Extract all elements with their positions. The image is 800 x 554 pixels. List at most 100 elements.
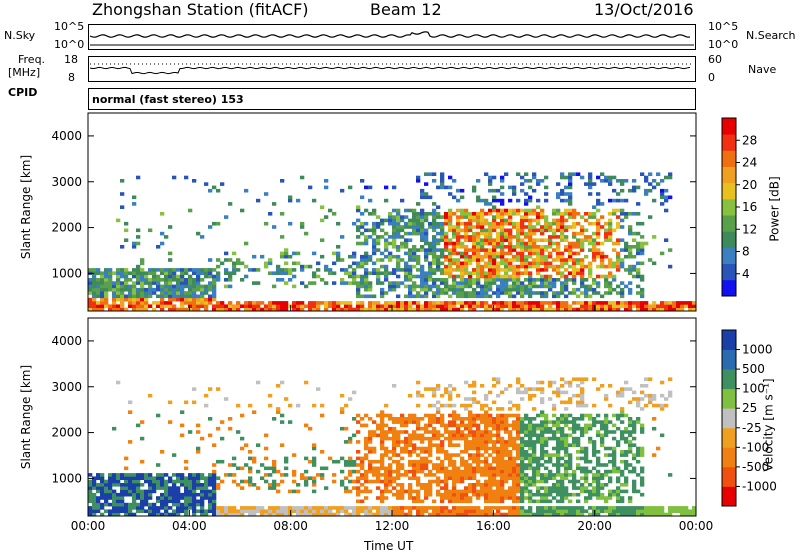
- power-cell: [360, 301, 365, 305]
- power-cell: [516, 238, 521, 242]
- power-cell: [460, 195, 465, 200]
- power-cell: [440, 231, 445, 236]
- velocity-cell: [488, 436, 493, 441]
- power-cell: [92, 284, 97, 289]
- velocity-cell: [532, 456, 537, 461]
- velocity-cell: [208, 387, 213, 391]
- velocity-cell: [500, 463, 505, 467]
- power-cell: [248, 307, 253, 312]
- velocity-cell: [272, 466, 277, 471]
- velocity-cell: [320, 506, 325, 510]
- velocity-cell: [464, 423, 469, 428]
- power-cell: [496, 294, 501, 299]
- velocity-cell: [140, 502, 145, 507]
- velocity-cell: [240, 506, 245, 510]
- power-cell: [568, 254, 573, 259]
- power-cell: [608, 212, 613, 216]
- power-cell: [164, 284, 169, 289]
- velocity-cell: [620, 390, 625, 395]
- velocity-cell: [384, 436, 389, 441]
- velocity-cell: [416, 426, 421, 431]
- velocity-cell: [452, 420, 457, 424]
- power-cell: [672, 301, 677, 305]
- velocity-cell: [592, 446, 597, 451]
- velocity-cell: [616, 492, 621, 497]
- velocity-cell: [268, 466, 273, 471]
- velocity-cell: [116, 509, 121, 513]
- velocity-cell: [612, 430, 617, 434]
- power-cell: [372, 241, 377, 246]
- power-cell: [396, 261, 401, 266]
- velocity-cell: [476, 506, 481, 510]
- velocity-cell: [540, 443, 545, 447]
- power-cell: [504, 261, 509, 266]
- velocity-cell: [504, 426, 509, 431]
- power-cell: [484, 261, 489, 266]
- power-cell: [484, 238, 489, 242]
- velocity-cell: [380, 420, 385, 424]
- power-cell: [96, 278, 101, 282]
- velocity-cell: [380, 463, 385, 467]
- velocity-cell: [400, 492, 405, 497]
- power-cell: [588, 221, 593, 226]
- velocity-cell: [232, 463, 237, 467]
- power-cell: [588, 235, 593, 239]
- velocity-cell: [164, 506, 169, 510]
- velocity-cell: [516, 489, 521, 494]
- velocity-cell: [456, 473, 461, 477]
- power-cell: [548, 254, 553, 259]
- velocity-cell: [192, 492, 197, 497]
- power-cell: [580, 215, 585, 219]
- power-cell: [268, 258, 273, 262]
- power-cell: [292, 301, 297, 305]
- velocity-cell: [376, 506, 381, 510]
- velocity-cell: [132, 492, 137, 497]
- velocity-cell: [628, 446, 633, 451]
- velocity-cell: [496, 473, 501, 477]
- power-cell: [388, 271, 393, 275]
- power-cell: [572, 301, 577, 305]
- velocity-cell: [456, 433, 461, 438]
- power-cell: [252, 281, 257, 285]
- power-cell: [532, 281, 537, 285]
- velocity-cell: [208, 476, 213, 480]
- velocity-cell: [520, 466, 525, 471]
- velocity-cell: [312, 509, 317, 513]
- power-cell: [564, 185, 569, 190]
- velocity-cell: [448, 453, 453, 457]
- power-cell: [628, 291, 633, 295]
- power-cell: [548, 301, 553, 305]
- power-cell: [440, 268, 445, 272]
- power-cell: [568, 212, 573, 216]
- velocity-xtick-label: 16:00: [476, 519, 511, 533]
- velocity-cell: [536, 469, 541, 474]
- power-cell: [616, 241, 621, 246]
- power-cell: [468, 218, 473, 223]
- power-cell: [408, 264, 413, 269]
- power-cell: [636, 274, 641, 279]
- velocity-cell: [524, 456, 529, 461]
- power-cell: [476, 274, 481, 279]
- power-cell: [548, 251, 553, 256]
- velocity-cell: [560, 489, 565, 494]
- power-cell: [432, 268, 437, 272]
- velocity-cell: [556, 456, 561, 461]
- velocity-cell: [396, 473, 401, 477]
- velocity-cell: [460, 403, 465, 408]
- power-cell: [356, 225, 361, 229]
- power-cell: [528, 238, 533, 242]
- power-cell: [568, 307, 573, 312]
- velocity-cell: [304, 423, 309, 428]
- power-cell: [576, 268, 581, 272]
- velocity-cell: [532, 492, 537, 497]
- velocity-cell: [624, 479, 629, 484]
- velocity-cell: [208, 483, 213, 487]
- power-cell: [496, 225, 501, 229]
- power-cell: [380, 291, 385, 295]
- power-cell: [528, 208, 533, 213]
- power-cell: [596, 254, 601, 259]
- power-cell: [392, 238, 397, 242]
- velocity-cell: [536, 413, 541, 418]
- velocity-cell: [584, 456, 589, 461]
- velocity-cell: [460, 492, 465, 497]
